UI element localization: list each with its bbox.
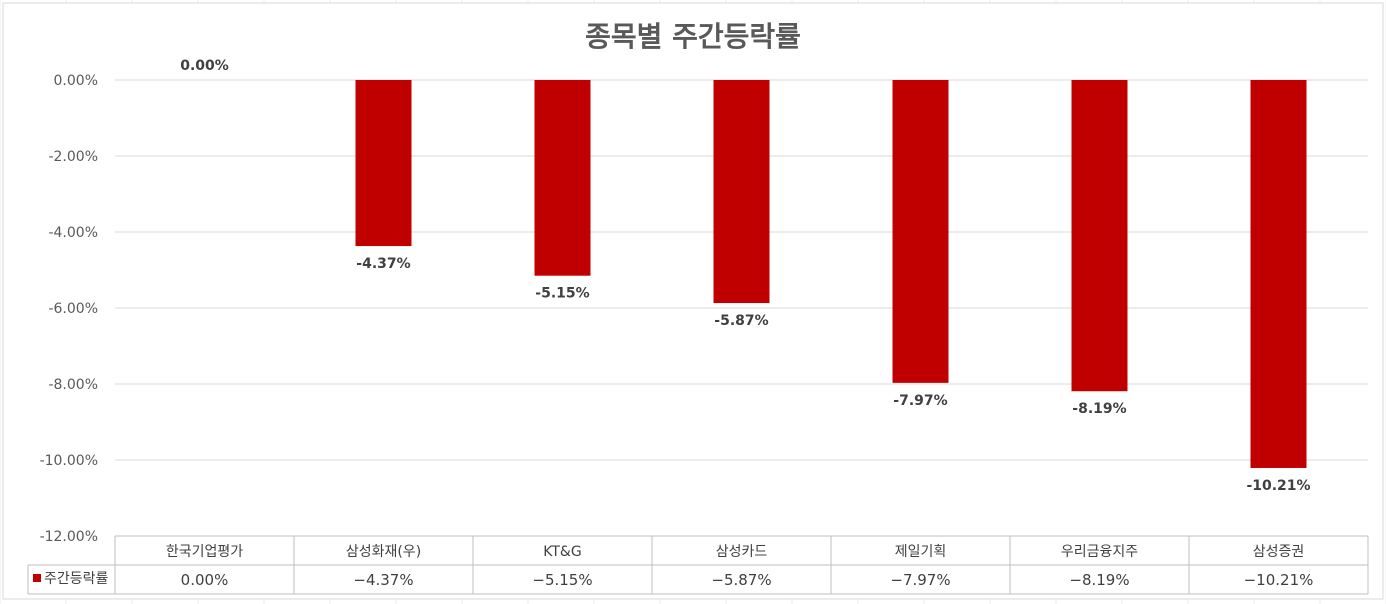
table-value-cell: −4.37% [353, 571, 413, 589]
bar [355, 80, 412, 247]
x-category-label: 제일기획 [895, 544, 947, 560]
x-category-label: 삼성증권 [1253, 544, 1305, 560]
y-axis-tick-labels: 0.00% -2.00% -4.00% -6.00% -8.00% -10.00% -12.… [40, 73, 98, 545]
x-category-label: 우리금융지주 [1061, 544, 1138, 560]
table-value-cell: −7.97% [890, 571, 950, 589]
data-table: 한국기업평가 0.00% 삼성화재(우) −4.37% KT&G −5.15% 삼성카드 −5… [27, 535, 1369, 595]
data-label: -10.21% [1246, 478, 1310, 494]
y-tick-label: -2.00% [48, 149, 98, 165]
chart-title: 종목별 주간등락률 [585, 20, 801, 53]
data-label: -5.15% [535, 286, 589, 302]
bar [892, 80, 949, 383]
legend-key [33, 574, 41, 582]
bars [355, 80, 1307, 468]
table-value-cell: −5.87% [711, 571, 771, 589]
y-tick-label: -12.00% [40, 529, 98, 545]
table-value-cell: −10.21% [1244, 571, 1314, 589]
table-value-cell: −8.19% [1069, 571, 1129, 589]
x-category-label: 삼성카드 [716, 544, 768, 560]
bar [1250, 80, 1307, 468]
data-label: -7.97% [893, 393, 947, 409]
data-label: -4.37% [356, 256, 410, 272]
data-label: -5.87% [714, 313, 768, 329]
bar [1071, 80, 1128, 392]
data-label: 0.00% [180, 58, 229, 74]
y-tick-label: -10.00% [40, 453, 98, 469]
x-category-label: KT&G [543, 544, 581, 560]
y-tick-label: -4.00% [48, 225, 98, 241]
bar [713, 80, 770, 304]
table-value-cell: 0.00% [181, 571, 229, 589]
y-tick-label: 0.00% [54, 73, 98, 89]
data-labels: 0.00% -4.37% -5.15% -5.87% -7.97% -8.19% -10.2… [180, 58, 1310, 494]
data-label: -8.19% [1072, 401, 1126, 417]
x-category-label: 삼성화재(우) [346, 544, 421, 560]
y-tick-label: -6.00% [48, 301, 98, 317]
x-category-label: 한국기업평가 [166, 544, 243, 560]
legend-label: 주간등락률 [44, 571, 109, 587]
bar [534, 80, 591, 276]
y-tick-label: -8.00% [48, 377, 98, 393]
table-value-cell: −5.15% [532, 571, 592, 589]
